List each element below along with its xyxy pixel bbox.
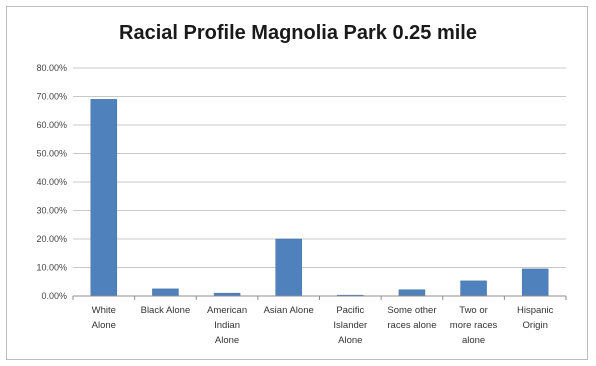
- y-tick-label: 0.00%: [41, 291, 67, 301]
- y-tick-label: 50.00%: [36, 149, 67, 159]
- x-tick-label: Some other races alone: [387, 305, 436, 331]
- bar: [521, 268, 549, 297]
- x-axis: [72, 295, 567, 300]
- x-tick-label: Hispanic Origin: [517, 305, 554, 331]
- bar: [152, 288, 179, 297]
- y-tick-label: 40.00%: [36, 177, 67, 187]
- bar: [398, 289, 426, 297]
- bar: [460, 280, 487, 297]
- y-tick-label: 70.00%: [36, 92, 67, 102]
- y-tick-label: 80.00%: [36, 63, 67, 73]
- chart-title: Racial Profile Magnolia Park 0.25 mile: [119, 22, 477, 44]
- x-axis-tick-labels: White Alone Black Alone American Indian Alone…: [92, 305, 554, 346]
- bar: [90, 99, 118, 297]
- x-tick-label: Two or more races alone: [450, 305, 498, 346]
- x-tick-label: White Alone: [92, 305, 116, 331]
- y-axis-tick-labels: 0.00% 10.00% 20.00% 30.00% 40.00% 50.00% 60.00…: [36, 63, 67, 301]
- bar: [275, 238, 302, 297]
- y-tick-label: 10.00%: [36, 263, 67, 273]
- x-tick-label: American Indian Alone: [207, 305, 247, 346]
- x-tick-label: Pacific Islander Alone: [333, 305, 367, 346]
- x-tick-label: Asian Alone: [264, 305, 314, 316]
- gridlines: [73, 67, 566, 268]
- bars: [90, 99, 549, 297]
- y-tick-label: 20.00%: [36, 234, 67, 244]
- y-tick-label: 30.00%: [36, 206, 67, 216]
- y-tick-label: 60.00%: [36, 120, 67, 130]
- x-tick-label: Black Alone: [141, 305, 191, 316]
